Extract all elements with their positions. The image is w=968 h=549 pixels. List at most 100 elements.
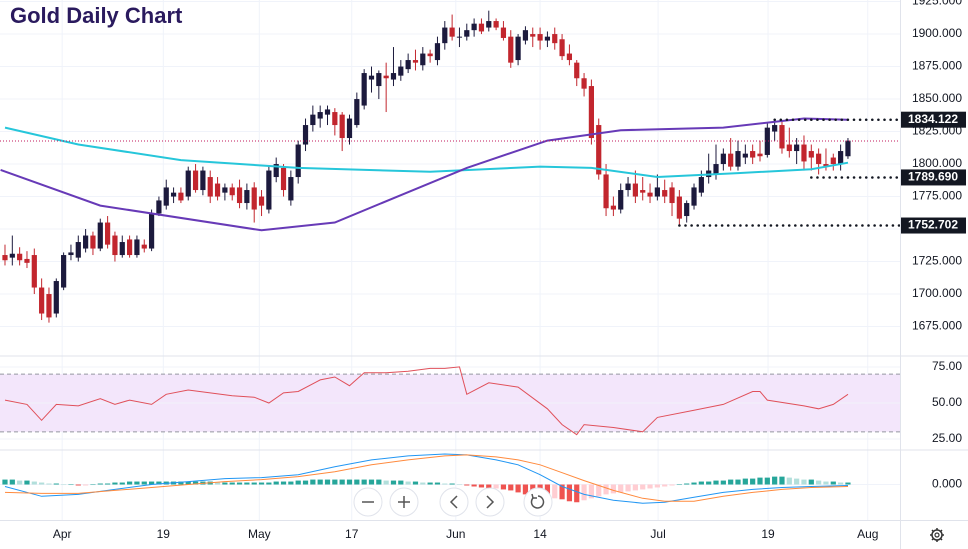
histogram-bar	[794, 478, 800, 485]
candle-body	[185, 170, 191, 197]
candle-body	[830, 157, 836, 165]
candle-body	[412, 60, 419, 63]
candle-body	[625, 183, 631, 191]
histogram-bar	[112, 482, 118, 485]
reset-button[interactable]	[523, 487, 553, 517]
histogram-bar	[266, 482, 272, 485]
candle-body	[346, 118, 353, 139]
candle-body	[640, 190, 646, 193]
histogram-bar	[332, 479, 338, 485]
candle-body	[669, 187, 675, 204]
candle-body	[83, 235, 89, 249]
candle-body	[405, 60, 411, 70]
y-tick-label: 50.00	[932, 395, 962, 409]
x-tick-label: 19	[761, 527, 775, 541]
histogram-bar	[772, 476, 778, 485]
toolbar	[353, 487, 553, 517]
level-label-box	[900, 169, 966, 186]
histogram-bar	[251, 482, 257, 485]
histogram-bar	[317, 479, 323, 485]
scroll-left-button[interactable]	[439, 487, 469, 517]
histogram-bar	[119, 482, 125, 485]
histogram-bar	[764, 477, 770, 485]
candle-body	[808, 151, 814, 158]
histogram-bar	[2, 479, 8, 485]
candle-body	[24, 258, 30, 263]
candle-body	[361, 73, 367, 106]
histogram-bar	[838, 482, 844, 485]
histogram-bar	[46, 483, 52, 485]
histogram-bar	[339, 479, 345, 485]
histogram-bar	[786, 477, 792, 485]
histogram-bar	[53, 483, 59, 485]
candle-body	[39, 287, 45, 314]
histogram-bar	[310, 479, 316, 485]
candle-body	[515, 36, 521, 61]
histogram-bar	[779, 476, 785, 485]
y-tick-label: 1925.000	[912, 0, 962, 8]
zoom-in-button[interactable]	[389, 487, 419, 517]
x-tick-label: Aug	[857, 527, 878, 541]
x-tick-label: 17	[345, 527, 359, 541]
x-tick-label: May	[248, 527, 271, 541]
candle-body	[449, 27, 455, 37]
histogram-bar	[735, 479, 741, 485]
histogram-bar	[596, 484, 602, 497]
candle-body	[244, 190, 250, 204]
histogram-bar	[31, 481, 37, 485]
candle-body	[779, 125, 785, 149]
y-tick-label: 1850.000	[912, 91, 962, 105]
histogram-bar	[698, 481, 704, 485]
candle-body	[126, 239, 133, 256]
settings-button[interactable]	[930, 528, 944, 542]
candle-body	[720, 153, 726, 165]
candle-body	[134, 239, 140, 256]
y-tick-label: 1675.000	[912, 319, 962, 333]
y-tick-label: 1725.000	[912, 254, 962, 268]
histogram-bar	[90, 484, 96, 486]
histogram-bar	[354, 479, 360, 485]
candle-body	[647, 192, 653, 197]
x-tick-label: Jul	[650, 527, 665, 541]
histogram-bar	[610, 484, 616, 494]
candle-body	[236, 187, 243, 204]
candle-body	[46, 294, 52, 318]
candle-body	[508, 36, 514, 63]
level-label: 1789.690	[908, 170, 958, 184]
histogram-bar	[376, 479, 382, 485]
line-series	[4, 453, 849, 504]
candle-body	[332, 112, 338, 126]
histogram-bar	[280, 481, 287, 485]
candle-body	[427, 53, 433, 57]
histogram-bar	[713, 480, 719, 485]
candle-body	[170, 192, 177, 197]
candle-body	[757, 153, 763, 157]
candle-body	[317, 112, 323, 119]
candle-body	[786, 144, 792, 152]
histogram-bar	[383, 480, 389, 485]
level-label: 1834.122	[908, 112, 958, 126]
histogram-bar	[618, 484, 624, 493]
histogram-bar	[17, 480, 23, 485]
candle-body	[603, 174, 609, 209]
histogram-bar	[178, 481, 184, 485]
scroll-right-button[interactable]	[475, 487, 505, 517]
histogram-bar	[361, 479, 367, 485]
histogram-bar	[669, 484, 675, 486]
candle-body	[2, 255, 8, 261]
histogram-bar	[676, 484, 682, 486]
x-tick-label: Apr	[53, 527, 72, 541]
histogram-bar	[134, 481, 140, 485]
histogram-bar	[192, 481, 199, 485]
histogram-bar	[464, 484, 470, 486]
candle-body	[354, 99, 360, 126]
zoom-out-button[interactable]	[353, 487, 383, 517]
histogram-bar	[302, 480, 309, 485]
histogram-bar	[632, 484, 638, 491]
candle-body	[9, 253, 15, 258]
candle-body	[471, 23, 477, 31]
candle-body	[192, 170, 199, 191]
candle-body	[141, 244, 147, 249]
histogram-bar	[830, 481, 836, 485]
